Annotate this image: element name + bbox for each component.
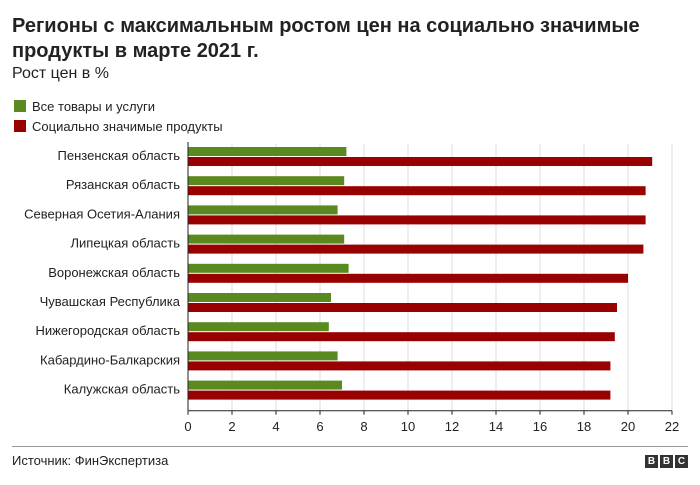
x-tick-label: 16 [533, 419, 547, 434]
x-tick-label: 2 [228, 419, 235, 434]
bar-all-1 [188, 147, 347, 156]
x-tick-label: 18 [577, 419, 591, 434]
bar-social-8 [188, 361, 611, 371]
bar-social-5 [188, 273, 628, 283]
bar-all-9 [188, 380, 342, 390]
category-label: Воронежская область [48, 265, 180, 280]
category-label: Кабардино-Балкарския [40, 352, 180, 367]
bar-chart: Пензенская область Рязанская область Север… [24, 142, 679, 434]
category-label: Липецкая область [71, 236, 181, 251]
legend-item-social: Социально значимые продукты [14, 116, 223, 136]
footer-divider [12, 446, 688, 447]
bar-social-2 [188, 186, 646, 196]
bar-all-4 [188, 234, 345, 244]
bbc-logo-letter-3: C [675, 455, 688, 468]
bar-all-5 [188, 263, 349, 273]
legend-swatch-all [14, 100, 26, 112]
x-tick-label: 6 [316, 419, 323, 434]
bar-social-9 [188, 390, 611, 400]
bar-all-7 [188, 322, 329, 332]
category-label: Нижегородская область [35, 323, 180, 338]
chart-title: Регионы с максимальным ростом цен на соц… [12, 15, 640, 62]
source-note: Источник: ФинЭкспертиза [12, 453, 169, 468]
legend-item-all: Все товары и услуги [14, 96, 223, 116]
category-label: Пензенская область [58, 148, 181, 163]
bbc-logo: B B C [645, 455, 688, 468]
x-tick-label: 22 [665, 419, 679, 434]
bar-all-6 [188, 293, 331, 302]
category-label: Рязанская область [66, 177, 180, 192]
legend: Все товары и услуги Социально значимые п… [14, 96, 223, 136]
category-label: Чувашская Республика [40, 294, 181, 309]
x-tick-label: 0 [184, 419, 191, 434]
bar-all-8 [188, 351, 338, 361]
chart-subtitle: Рост цен в % [12, 65, 109, 82]
bar-all-2 [188, 176, 345, 186]
category-label: Калужская область [64, 382, 180, 397]
category-label: Северная Осетия-Алания [24, 206, 180, 221]
x-tick-label: 10 [401, 419, 415, 434]
x-tick-label: 20 [621, 419, 635, 434]
bbc-logo-letter-2: B [660, 455, 673, 468]
bar-social-6 [188, 303, 617, 312]
bar-social-3 [188, 215, 646, 225]
x-tick-label: 8 [360, 419, 367, 434]
legend-label-all: Все товары и услуги [32, 98, 156, 114]
x-tick-label: 4 [272, 419, 279, 434]
bbc-logo-letter-1: B [645, 455, 658, 468]
x-tick-label: 12 [445, 419, 459, 434]
bar-all-3 [188, 205, 338, 215]
legend-swatch-social [14, 120, 26, 132]
legend-label-social: Социально значимые продукты [32, 118, 223, 134]
x-tick-label: 14 [489, 419, 503, 434]
bar-social-4 [188, 244, 644, 254]
bar-social-7 [188, 332, 615, 342]
bar-social-1 [188, 157, 653, 166]
